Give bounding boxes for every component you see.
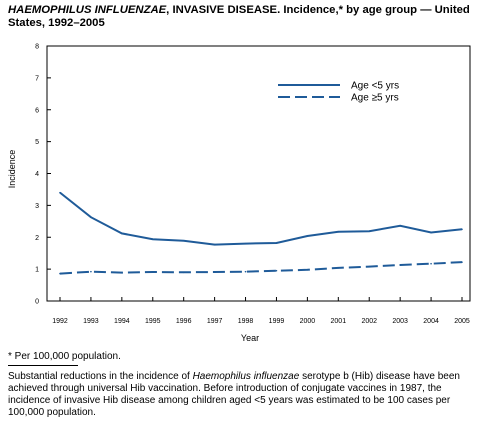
series-line-1 <box>59 191 463 246</box>
data-point <box>306 268 309 271</box>
footnote-divider <box>8 365 78 366</box>
x-axis-label: Year <box>241 333 259 343</box>
x-tick-label: 1996 <box>176 318 192 325</box>
y-tick-label: 2 <box>35 235 39 242</box>
data-point <box>461 228 463 231</box>
y-tick-label: 0 <box>35 299 39 306</box>
data-point <box>90 216 92 218</box>
data-point <box>275 269 278 272</box>
chart-title: HAEMOPHILUS INFLUENZAE, INVASIVE DISEASE… <box>8 4 476 30</box>
data-point <box>151 238 154 240</box>
x-tick-label: 2001 <box>331 318 347 325</box>
data-point <box>59 191 61 194</box>
x-tick-label: 2000 <box>300 318 316 325</box>
note-part2: serotype b (Hib) disease have been achie… <box>8 371 460 418</box>
x-tick-label: 1992 <box>52 318 68 325</box>
y-tick-label: 1 <box>35 267 39 274</box>
x-tick-label: 2005 <box>454 318 470 325</box>
plot-frame <box>46 45 471 302</box>
x-tick-label: 1993 <box>83 318 99 325</box>
title-italic: HAEMOPHILUS INFLUENZAE <box>8 4 167 16</box>
data-point <box>430 231 432 234</box>
data-point <box>337 267 340 269</box>
data-point <box>121 232 123 235</box>
footnote: * Per 100,000 population. <box>8 351 121 362</box>
data-point <box>430 262 432 265</box>
tick-marks: 0 1 2 3 4 5 6 7 8 1992 1993 1994 1995 1996 1997 1998 199… <box>35 44 470 326</box>
x-tick-label: 1998 <box>238 318 254 325</box>
data-point <box>90 270 92 273</box>
data-point <box>182 271 185 274</box>
note-part1: Substantial reductions in the incidence … <box>8 371 193 382</box>
y-tick-label: 4 <box>35 171 39 178</box>
title-rest: , INVASIVE DISEASE. Incidence,* by age g… <box>8 4 470 29</box>
x-tick-label: 2003 <box>392 318 408 325</box>
series-layer <box>59 191 463 275</box>
data-point <box>368 265 371 268</box>
x-tick-label: 1994 <box>114 318 130 325</box>
y-tick-label: 3 <box>35 203 39 210</box>
data-point <box>121 271 123 274</box>
note-italic: Haemophilus influenzae <box>192 371 300 382</box>
data-point <box>213 243 216 246</box>
data-point <box>213 271 216 273</box>
legend-label-2: Age ≥5 yrs <box>351 93 399 104</box>
data-point <box>275 242 278 244</box>
x-tick-label: 2002 <box>361 318 377 325</box>
y-tick-label: 7 <box>35 75 39 82</box>
chart-note: Substantial reductions in the incidence … <box>8 371 474 419</box>
data-point <box>306 235 309 237</box>
data-point <box>368 230 371 232</box>
y-axis-label: Incidence <box>7 150 17 189</box>
x-tick-label: 1999 <box>269 318 285 325</box>
legend-label-1: Age <5 yrs <box>351 81 399 92</box>
series-line-2 <box>59 261 463 275</box>
x-tick-label: 2004 <box>423 318 439 325</box>
data-point <box>182 239 185 242</box>
data-point <box>244 270 247 273</box>
data-point <box>59 272 61 275</box>
data-point <box>461 261 463 263</box>
x-tick-label: 1997 <box>207 318 223 325</box>
data-point <box>399 224 401 227</box>
data-point <box>399 264 401 266</box>
y-tick-label: 8 <box>35 44 39 51</box>
x-tick-label: 1995 <box>145 318 161 325</box>
data-point <box>337 231 340 233</box>
y-tick-label: 6 <box>35 107 39 114</box>
chart-axes <box>46 45 471 302</box>
data-point <box>151 271 154 273</box>
y-tick-label: 5 <box>35 139 39 146</box>
data-point <box>244 242 247 245</box>
